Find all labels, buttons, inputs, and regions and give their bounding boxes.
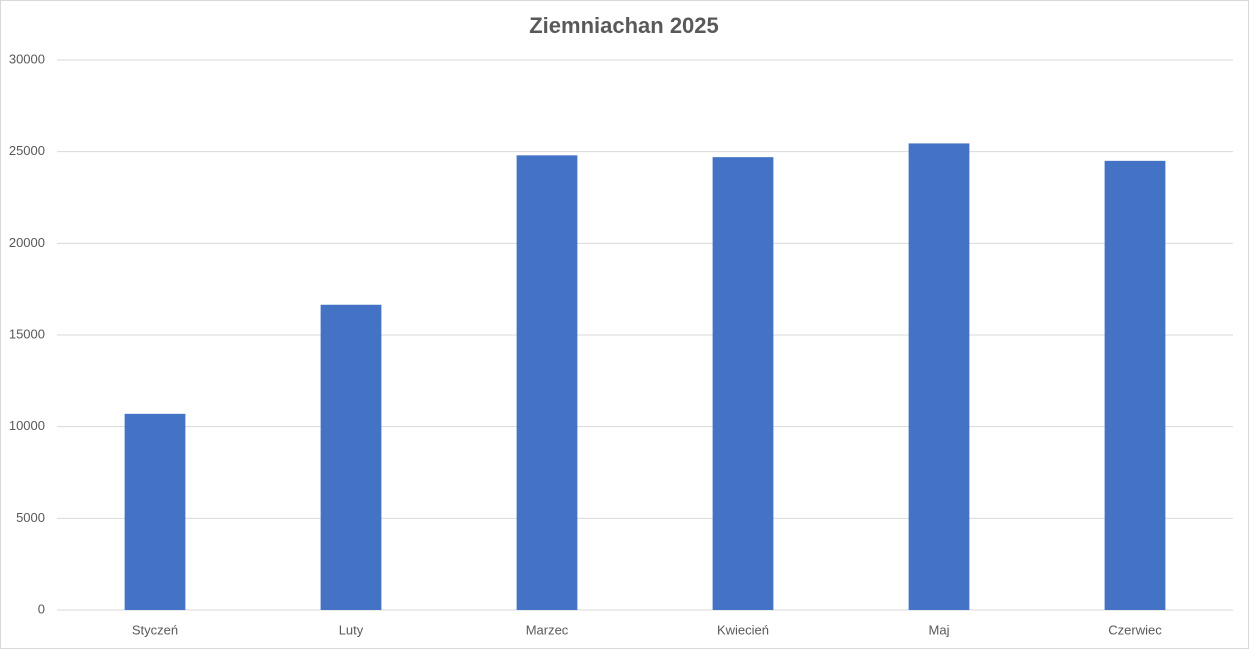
y-tick-label: 25000 xyxy=(9,143,45,158)
bar xyxy=(516,155,578,611)
bar xyxy=(320,304,382,610)
y-tick-label: 10000 xyxy=(9,418,45,433)
bar xyxy=(712,157,774,610)
x-tick-label: Luty xyxy=(339,622,364,637)
bar xyxy=(1104,160,1166,611)
x-tick-label: Czerwiec xyxy=(1108,622,1162,637)
bar xyxy=(908,143,970,610)
y-tick-label: 20000 xyxy=(9,235,45,250)
chart-title: Ziemniachan 2025 xyxy=(529,13,719,38)
y-tick-label: 0 xyxy=(38,601,45,616)
y-tick-label: 5000 xyxy=(16,510,45,525)
x-tick-label: Marzec xyxy=(526,622,569,637)
x-tick-label: Kwiecień xyxy=(717,622,769,637)
x-tick-label: Styczeń xyxy=(132,622,178,637)
bar xyxy=(124,413,186,610)
x-tick-label: Maj xyxy=(929,622,950,637)
y-tick-label: 30000 xyxy=(9,51,45,66)
y-tick-label: 15000 xyxy=(9,326,45,341)
